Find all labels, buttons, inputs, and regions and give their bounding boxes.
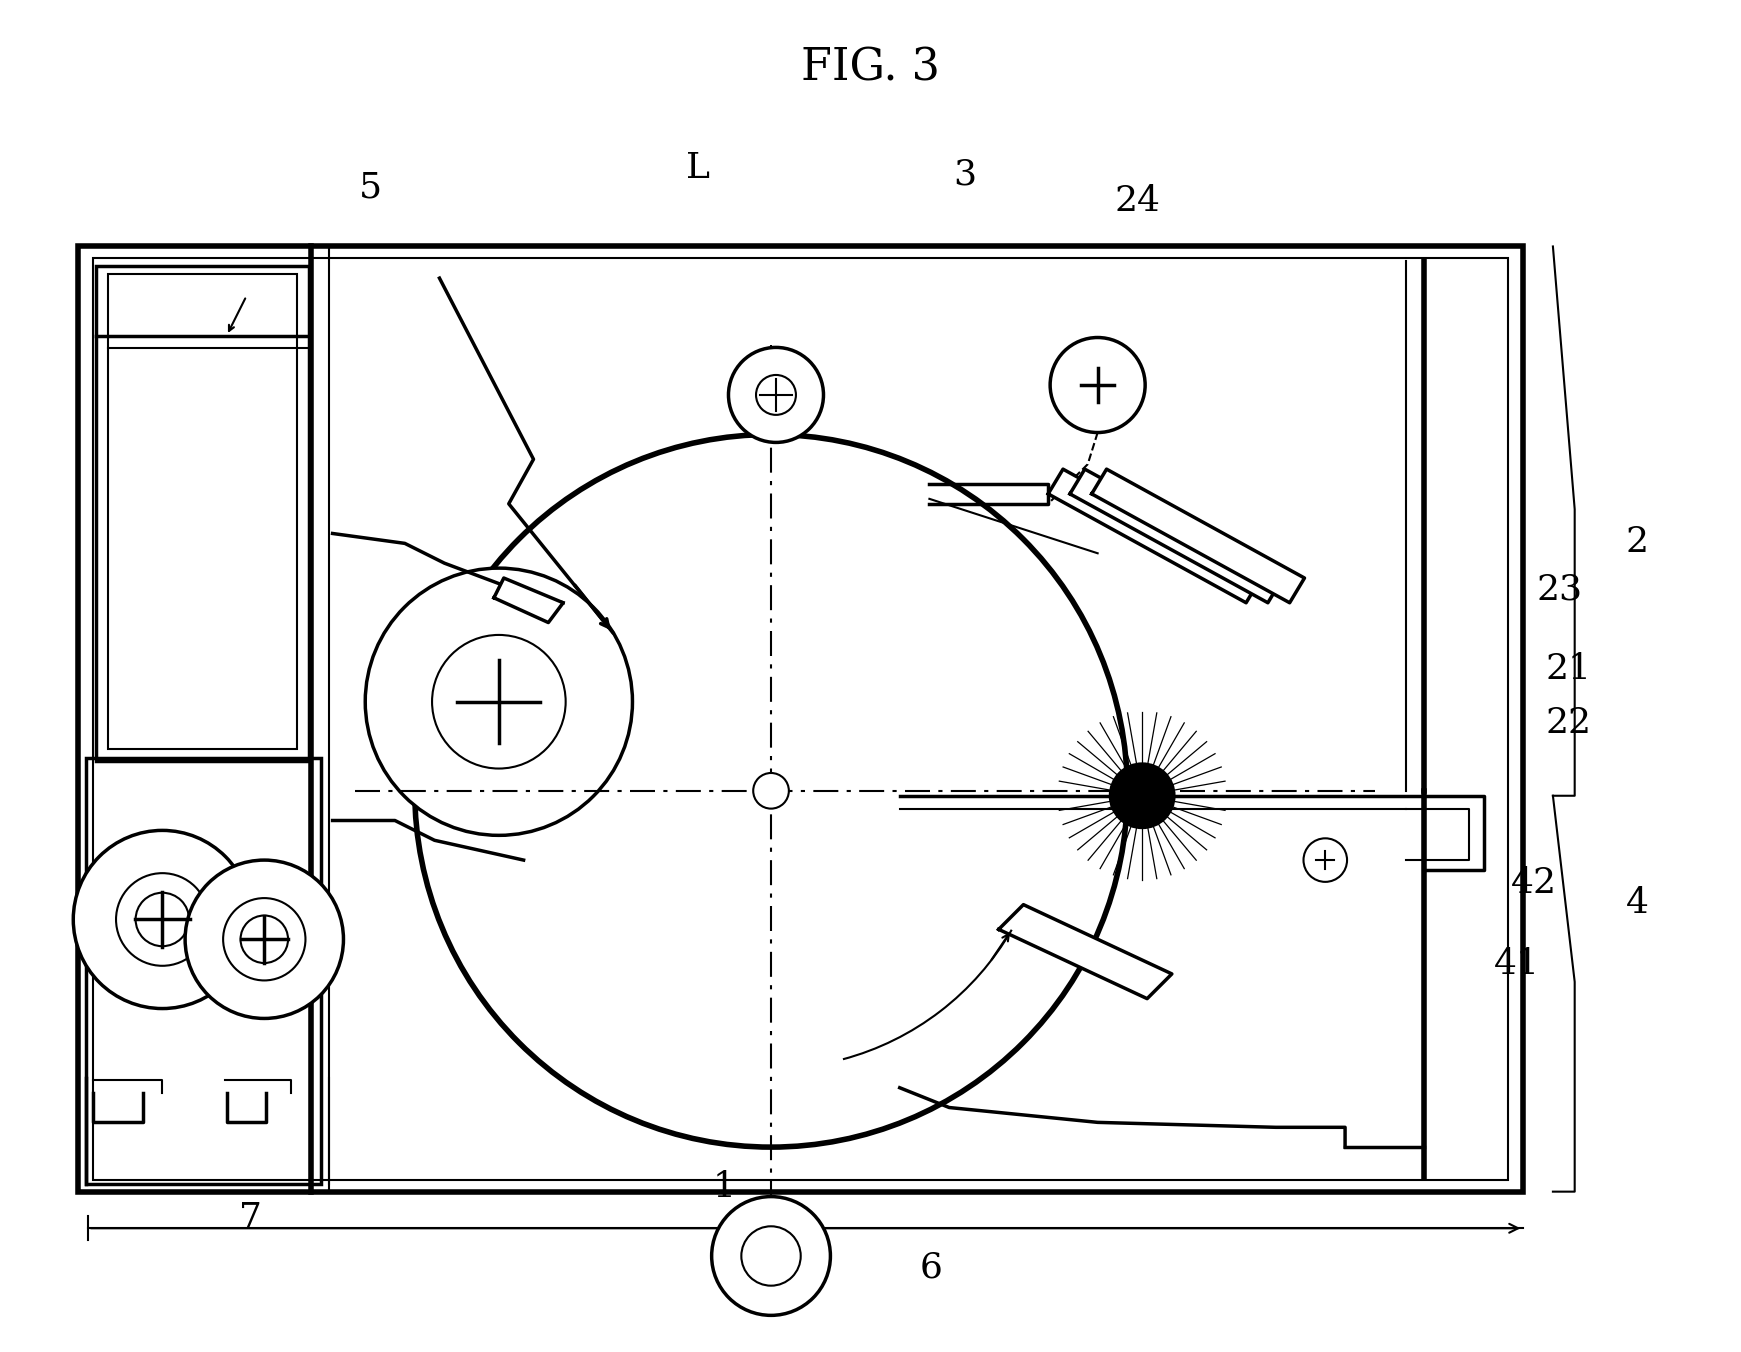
Circle shape xyxy=(240,915,287,963)
Text: 23: 23 xyxy=(1537,572,1583,606)
Bar xyxy=(78,246,1523,1191)
Circle shape xyxy=(414,434,1128,1146)
Text: 6: 6 xyxy=(919,1251,942,1284)
Bar xyxy=(85,758,320,1184)
Text: 42: 42 xyxy=(1511,867,1556,900)
Circle shape xyxy=(1050,338,1146,433)
Polygon shape xyxy=(1071,469,1283,603)
Polygon shape xyxy=(999,904,1172,999)
Circle shape xyxy=(73,830,251,1009)
Circle shape xyxy=(728,347,823,442)
Circle shape xyxy=(432,635,566,768)
Polygon shape xyxy=(494,579,562,622)
Bar xyxy=(96,266,308,761)
Text: 5: 5 xyxy=(359,170,383,204)
Text: L: L xyxy=(686,150,710,184)
Circle shape xyxy=(366,568,632,836)
Circle shape xyxy=(1111,764,1173,827)
Text: 41: 41 xyxy=(1494,946,1539,980)
Circle shape xyxy=(136,892,190,946)
Circle shape xyxy=(185,860,343,1018)
Circle shape xyxy=(223,898,305,980)
Circle shape xyxy=(1304,838,1348,882)
Text: 21: 21 xyxy=(1546,652,1591,687)
Bar xyxy=(92,258,1508,1180)
Text: 7: 7 xyxy=(239,1201,261,1234)
Polygon shape xyxy=(1092,469,1304,603)
Text: 3: 3 xyxy=(954,157,977,191)
Text: FIG. 3: FIG. 3 xyxy=(801,47,940,89)
Text: 24: 24 xyxy=(1114,184,1161,218)
Circle shape xyxy=(754,773,789,808)
Text: 4: 4 xyxy=(1626,887,1649,921)
Bar xyxy=(108,274,298,749)
Circle shape xyxy=(742,1226,801,1286)
Circle shape xyxy=(117,873,209,965)
Text: 2: 2 xyxy=(1626,525,1649,560)
Circle shape xyxy=(756,375,796,415)
Polygon shape xyxy=(1048,469,1260,603)
Circle shape xyxy=(712,1197,830,1315)
Text: 1: 1 xyxy=(712,1171,735,1205)
Text: 22: 22 xyxy=(1546,706,1591,740)
